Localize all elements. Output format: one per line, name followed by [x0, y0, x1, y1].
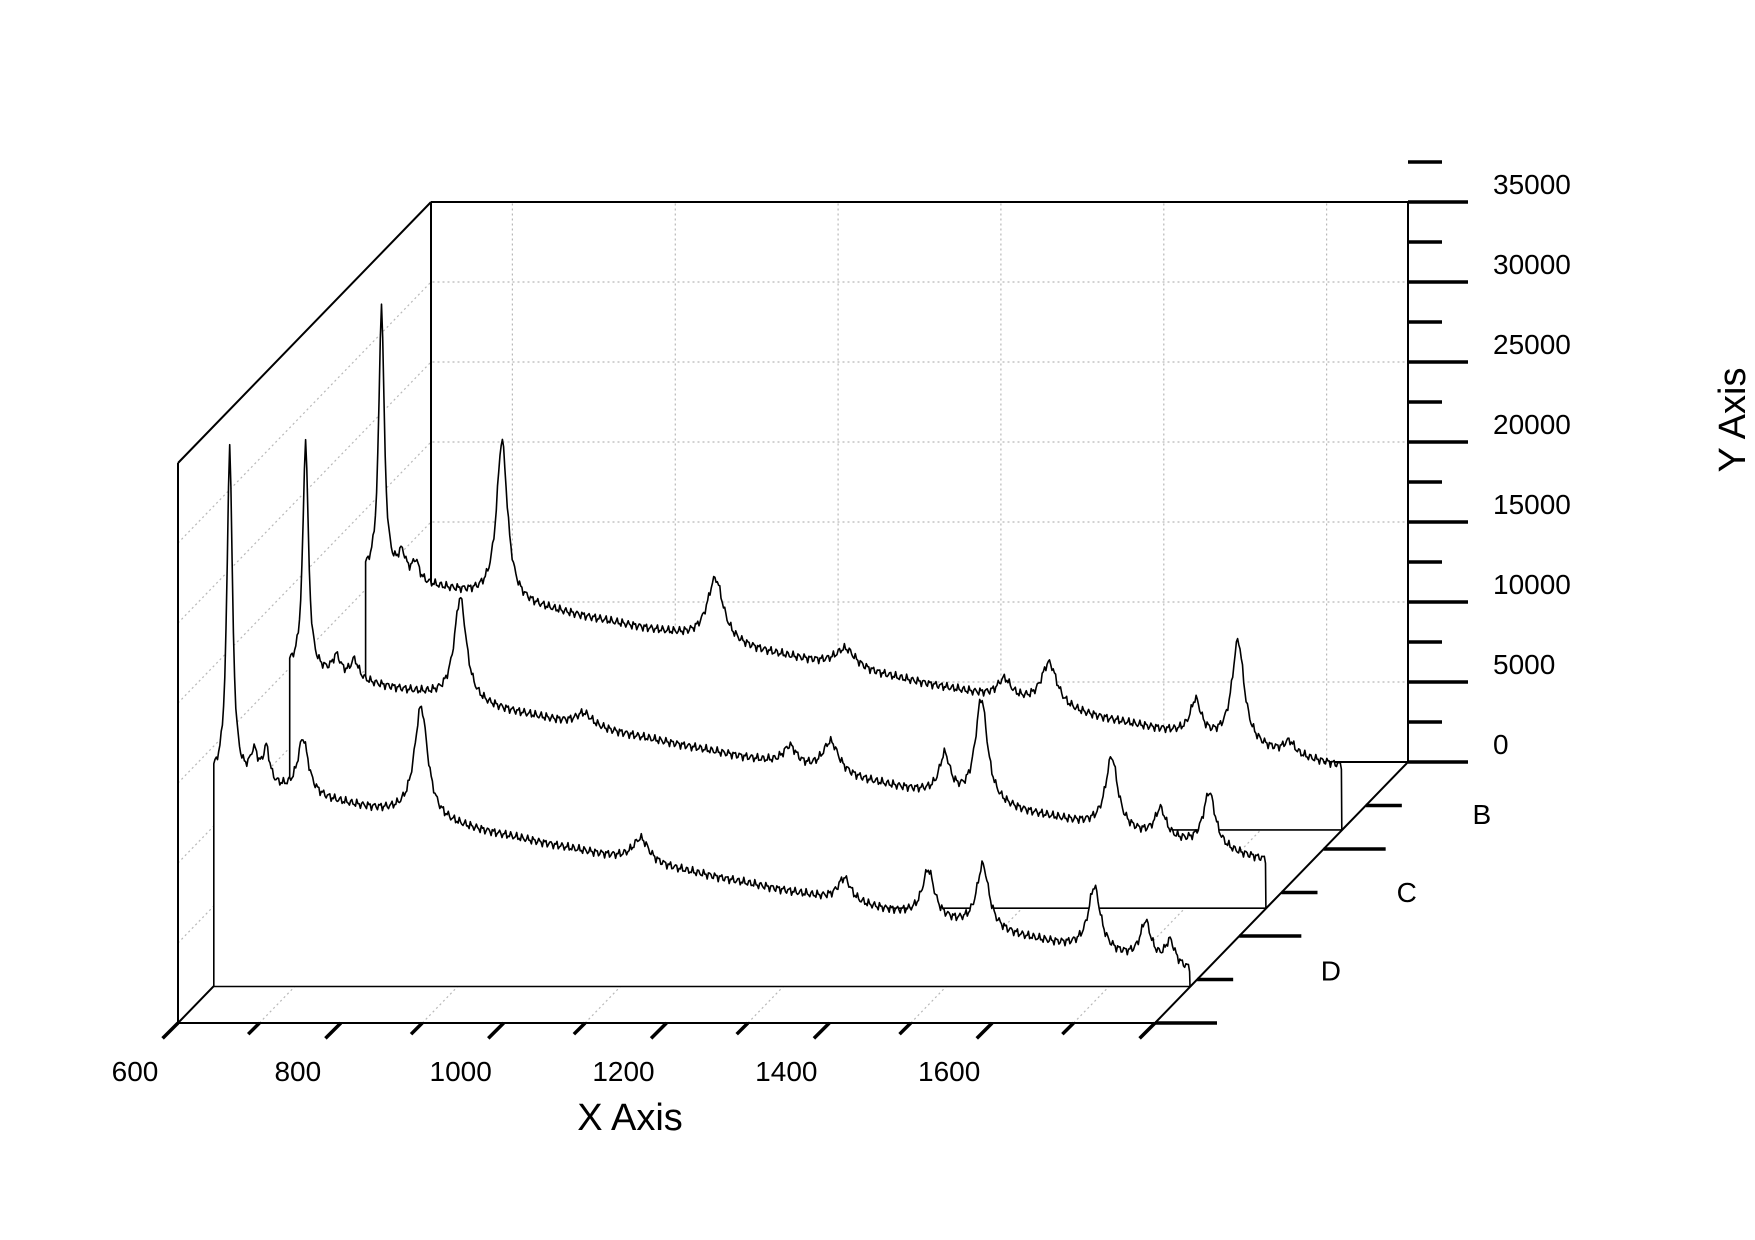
x-tick-1200 — [649, 1021, 668, 1040]
x-tick-800 — [324, 1021, 343, 1040]
y-grid-line-6 — [177, 201, 1408, 464]
y-grid-line-5 — [177, 281, 1408, 544]
x-tick-1300 — [735, 1021, 750, 1036]
series-C-trace — [288, 438, 1267, 910]
series-B-trace — [364, 303, 1343, 831]
y-axis-title: Y Axis — [1712, 368, 1754, 473]
x-tick-700 — [246, 1021, 261, 1036]
x-tick-1000 — [487, 1021, 505, 1040]
y-tick-label: 30000 — [1493, 249, 1571, 280]
y-tick-label: 35000 — [1493, 169, 1571, 200]
y-grid-line-3 — [177, 441, 1408, 704]
x-tick-1500 — [898, 1021, 912, 1036]
tick-labels: 600 800 1000 1200 1400 1600 0 5000 10000 15000 200… — [112, 169, 1571, 1087]
axis-ticks — [161, 160, 1468, 1040]
x-tick-label: 600 — [112, 1056, 159, 1087]
x-tick-label: 1400 — [755, 1056, 817, 1087]
x-tick-label: 1200 — [592, 1056, 654, 1087]
series-D-depth-edge — [1189, 959, 1217, 987]
depth-category-label: C — [1397, 877, 1417, 908]
x-tick-600 — [161, 1021, 180, 1040]
x-grid-line-5 — [1073, 202, 1328, 1024]
y-tick-label: 0 — [1493, 729, 1509, 760]
x-tick-1700 — [1061, 1021, 1075, 1036]
x-tick-1400 — [812, 1021, 831, 1040]
y-tick-label: 25000 — [1493, 329, 1571, 360]
x-tick-label: 1600 — [918, 1056, 980, 1087]
y-tick-label: 20000 — [1493, 409, 1571, 440]
series-B-depth-edge — [1341, 803, 1369, 831]
x-tick-label: 800 — [274, 1056, 321, 1087]
x-axis-title: X Axis — [577, 1097, 683, 1139]
depth-category-label: D — [1321, 955, 1341, 986]
y-grid-line-2 — [177, 521, 1408, 784]
y-tick-label: 10000 — [1493, 569, 1571, 600]
frame-edge-2 — [177, 201, 432, 464]
series-D-trace — [213, 443, 1191, 988]
y-grid-line-4 — [177, 361, 1408, 624]
y-tick-label: 15000 — [1493, 489, 1571, 520]
x-tick-900 — [409, 1021, 424, 1036]
x-tick-label: 1000 — [430, 1056, 492, 1087]
depth-category-label: B — [1473, 799, 1492, 830]
y-tick-label: 5000 — [1493, 649, 1555, 680]
series-group — [213, 303, 1369, 988]
x-tick-1600 — [975, 1021, 994, 1040]
x-tick-1100 — [572, 1021, 587, 1036]
x-tick-1800 — [1138, 1021, 1157, 1040]
series-C-depth-edge — [1265, 881, 1293, 909]
